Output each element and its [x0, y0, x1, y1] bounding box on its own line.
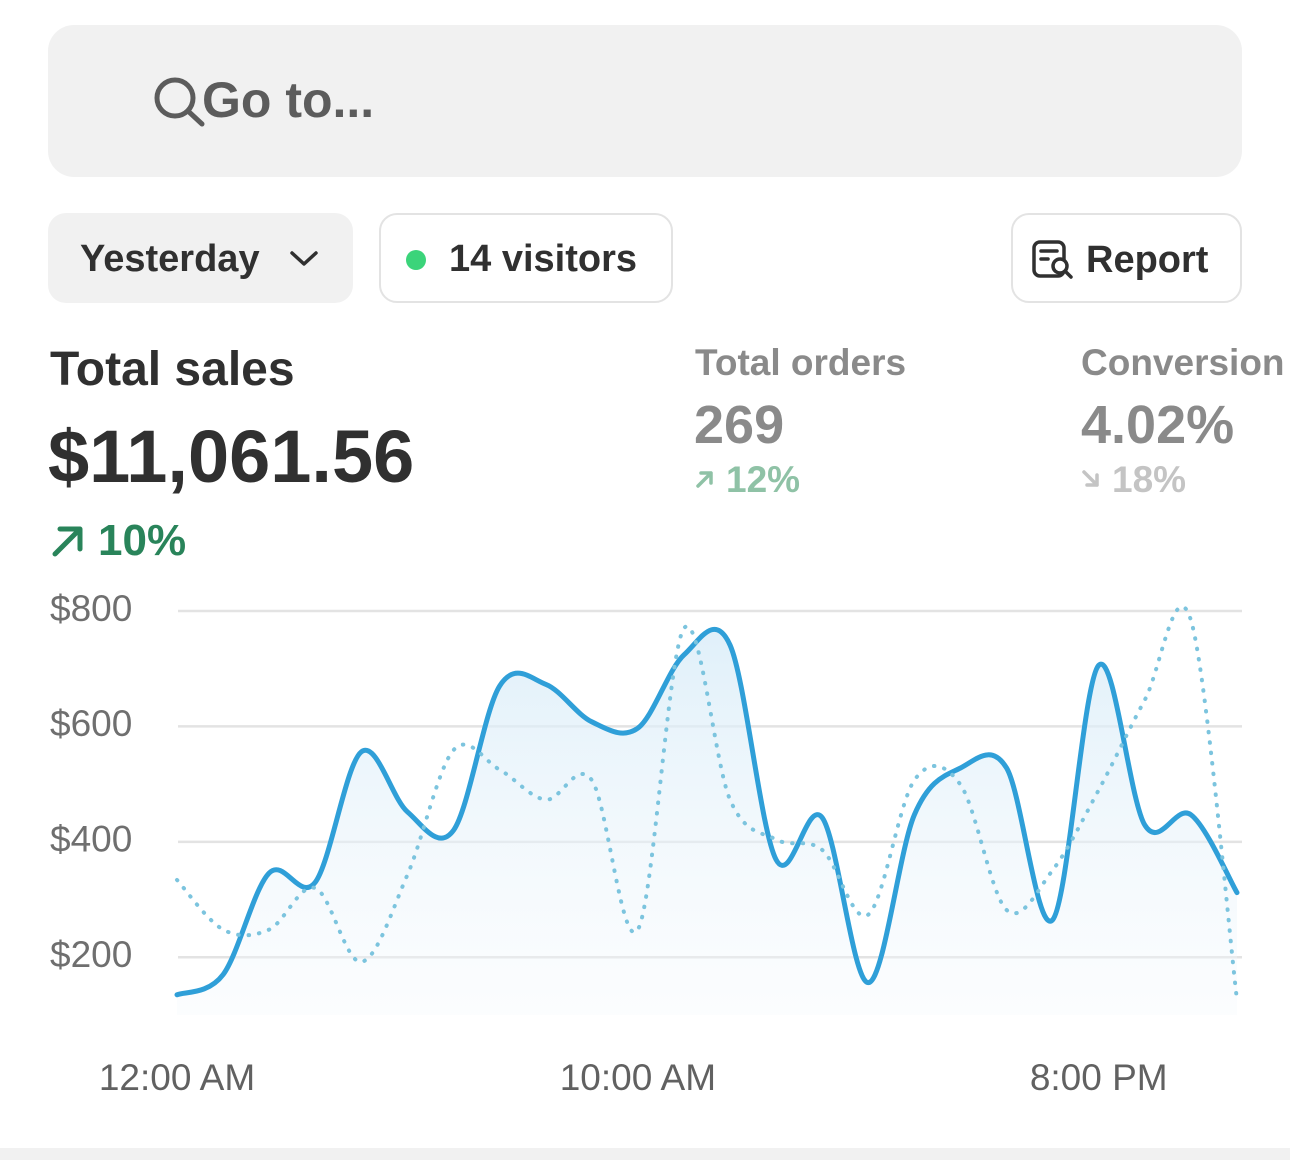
y-tick-label: $200 — [50, 934, 132, 975]
metric-value: $11,061.56 — [48, 415, 415, 498]
down-arrow-icon — [1082, 470, 1099, 487]
metric-change: 18% — [1112, 459, 1187, 500]
visitors-button[interactable]: 14 visitors — [379, 213, 673, 303]
y-tick-label: $400 — [50, 819, 132, 860]
metric-value: 4.02% — [1081, 395, 1235, 455]
x-tick-label: 8:00 PM — [1030, 1057, 1168, 1098]
date-range-label: Yesterday — [80, 238, 260, 280]
metric-value: 269 — [694, 395, 785, 455]
search-placeholder: Go to... — [202, 72, 375, 128]
up-arrow-icon — [696, 471, 713, 488]
up-arrow-icon — [52, 526, 83, 557]
report-label: Report — [1086, 239, 1209, 281]
comparison-line — [175, 604, 1239, 1002]
x-tick-label: 10:00 AM — [560, 1057, 716, 1098]
area — [177, 629, 1237, 1015]
chart: $200 $400 $600 $800 12:00 AM 10:00 AM 8:00 PM — [50, 588, 1242, 1098]
metric-change: 10% — [98, 516, 187, 565]
report-button[interactable]: Report — [1011, 213, 1242, 303]
metric-label: Total orders — [695, 342, 907, 383]
sales-line — [174, 626, 1240, 998]
metric-change: 12% — [726, 459, 801, 500]
metric-card: Conversion 4.02% 18% — [1081, 330, 1290, 510]
live-dot — [406, 250, 426, 270]
report-icon — [1032, 240, 1073, 279]
metric-label: Total sales — [50, 343, 295, 396]
search-bar[interactable]: Go to... — [48, 25, 1242, 177]
y-tick-label: $800 — [50, 588, 132, 629]
date-range-button[interactable]: Yesterday — [48, 213, 353, 303]
search-icon — [154, 77, 205, 127]
bottom-strip — [0, 1148, 1290, 1160]
metric-label: Conversion — [1081, 342, 1285, 383]
visitors-label: 14 visitors — [449, 238, 637, 280]
x-tick-label: 12:00 AM — [99, 1057, 255, 1098]
y-tick-label: $600 — [50, 703, 132, 744]
chevron-icon — [290, 251, 318, 266]
